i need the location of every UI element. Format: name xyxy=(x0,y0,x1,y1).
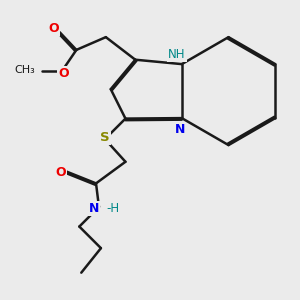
Text: NH: NH xyxy=(168,48,186,61)
Text: N: N xyxy=(175,123,185,136)
Text: O: O xyxy=(58,67,69,80)
Text: CH₃: CH₃ xyxy=(14,64,35,74)
Text: N: N xyxy=(89,202,99,215)
Text: O: O xyxy=(49,22,59,35)
Text: -H: -H xyxy=(106,202,119,215)
Text: S: S xyxy=(100,131,110,144)
Text: O: O xyxy=(56,166,66,179)
